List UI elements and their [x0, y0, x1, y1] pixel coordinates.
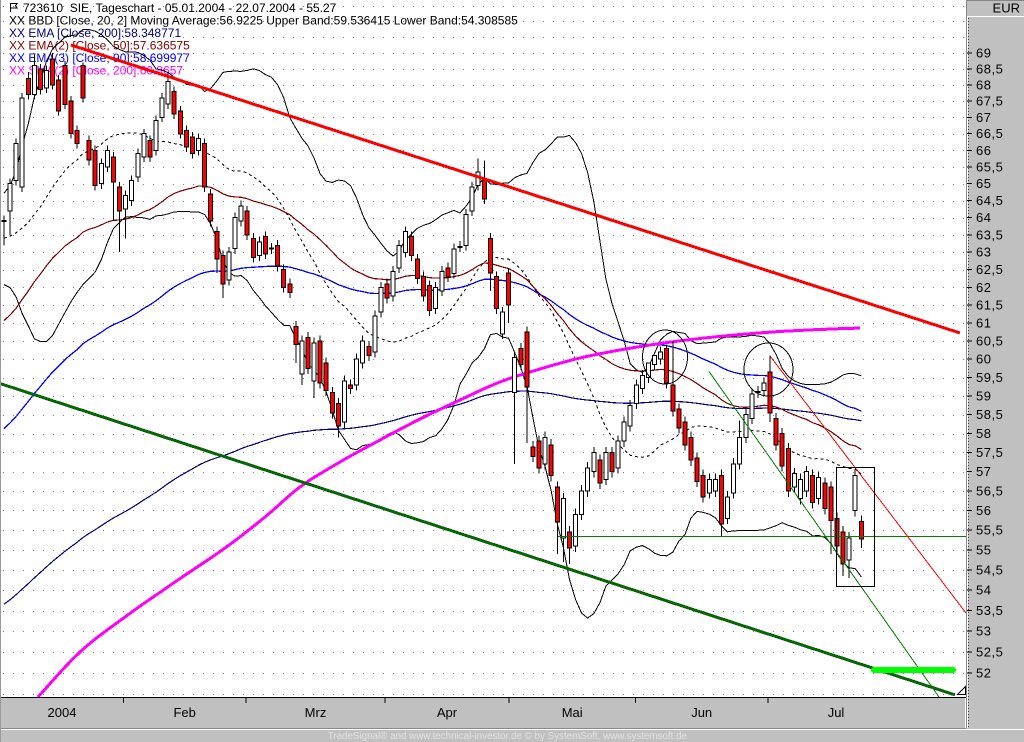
svg-text:64: 64 [976, 210, 991, 225]
svg-text:58,5: 58,5 [976, 407, 1003, 422]
svg-text:64,5: 64,5 [976, 193, 1003, 208]
svg-text:62,5: 62,5 [976, 262, 1003, 277]
svg-text:EUR: EUR [993, 1, 1020, 16]
svg-text:66,5: 66,5 [976, 126, 1003, 141]
svg-text:59: 59 [976, 389, 991, 404]
svg-text:53: 53 [976, 624, 991, 639]
svg-text:59,5: 59,5 [976, 370, 1003, 385]
svg-text:60,5: 60,5 [976, 334, 1003, 349]
svg-text:54,5: 54,5 [976, 562, 1003, 577]
svg-text:Mai: Mai [562, 705, 583, 720]
svg-text:60: 60 [976, 352, 991, 367]
svg-text:62: 62 [976, 280, 991, 295]
svg-text:54: 54 [976, 583, 991, 598]
svg-text:723610 SIE, Tageschart - 05.0: 723610 SIE, Tageschart - 05.01.2004 - 22… [23, 1, 337, 15]
svg-text:XX EMA(2) [Close, 50]:57.63657: XX EMA(2) [Close, 50]:57.636575 [9, 39, 190, 53]
svg-text:68,5: 68,5 [976, 61, 1003, 76]
svg-text:Mrz: Mrz [305, 705, 327, 720]
svg-text:65,5: 65,5 [976, 159, 1003, 174]
svg-text:66: 66 [976, 143, 991, 158]
svg-text:57: 57 [976, 464, 991, 479]
svg-text:TradeSignal® and www.technical: TradeSignal® and www.technical-investor.… [328, 731, 688, 742]
svg-text:Jun: Jun [691, 705, 712, 720]
svg-text:Apr: Apr [437, 705, 458, 720]
svg-text:56,5: 56,5 [976, 483, 1003, 498]
svg-text:67: 67 [976, 110, 991, 125]
svg-text:67,5: 67,5 [976, 94, 1003, 109]
svg-text:53,5: 53,5 [976, 603, 1003, 618]
svg-text:XX EMA [Close, 200]:58.348771: XX EMA [Close, 200]:58.348771 [9, 26, 181, 40]
svg-text:55: 55 [976, 542, 991, 557]
svg-text:52,5: 52,5 [976, 644, 1003, 659]
svg-text:65: 65 [976, 176, 991, 191]
svg-text:XX BBD [Close, 20, 2] Moving A: XX BBD [Close, 20, 2] Moving Average:56.… [9, 14, 518, 28]
svg-text:63,5: 63,5 [976, 227, 1003, 242]
svg-text:68: 68 [976, 77, 991, 92]
svg-text:69: 69 [976, 45, 991, 60]
svg-text:Jul: Jul [828, 705, 845, 720]
svg-text:2004: 2004 [48, 705, 77, 720]
svg-text:61: 61 [976, 316, 991, 331]
svg-text:52: 52 [976, 665, 991, 680]
svg-text:61,5: 61,5 [976, 298, 1003, 313]
svg-text:55,5: 55,5 [976, 523, 1003, 538]
svg-text:63: 63 [976, 245, 991, 260]
svg-text:Feb: Feb [173, 705, 195, 720]
svg-text:58: 58 [976, 426, 991, 441]
svg-text:57,5: 57,5 [976, 445, 1003, 460]
svg-text:56: 56 [976, 503, 991, 518]
